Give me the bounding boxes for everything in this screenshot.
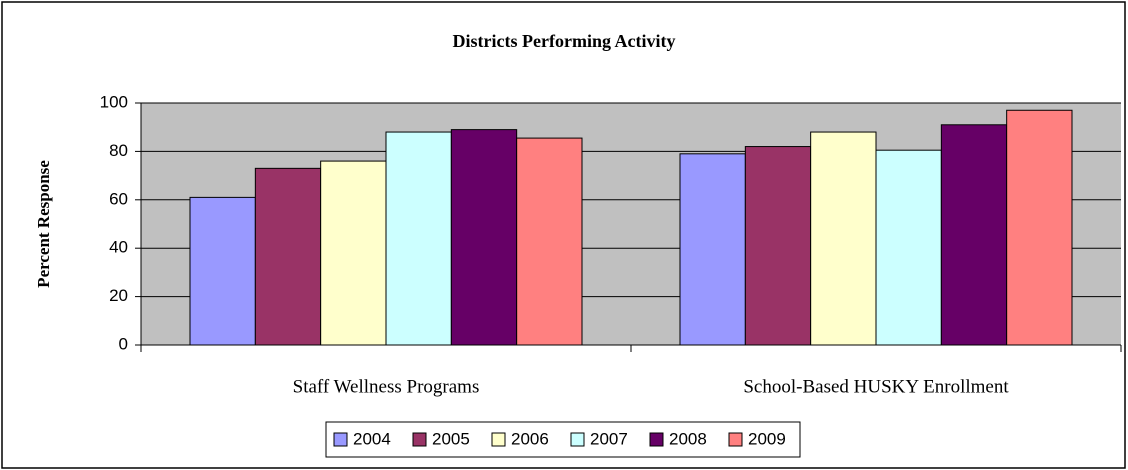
y-tick-label: 80 bbox=[109, 141, 128, 160]
legend-swatch bbox=[333, 432, 348, 447]
bar bbox=[254, 167, 322, 346]
y-tick-label: 60 bbox=[109, 189, 128, 208]
y-tick-label: 20 bbox=[109, 286, 128, 305]
y-axis-label: Percent Response bbox=[34, 160, 53, 288]
bar bbox=[189, 196, 256, 346]
legend-label: 2006 bbox=[511, 429, 549, 448]
legend-label: 2008 bbox=[669, 429, 707, 448]
legend-label: 2005 bbox=[432, 429, 470, 448]
y-tick-label: 100 bbox=[100, 92, 128, 111]
bar bbox=[516, 137, 583, 346]
legend-swatch bbox=[570, 432, 585, 447]
legend-label: 2009 bbox=[748, 429, 786, 448]
legend-label: 2004 bbox=[353, 429, 391, 448]
bar bbox=[1006, 109, 1073, 346]
y-tick-label: 40 bbox=[109, 238, 128, 257]
x-tick-label: School-Based HUSKY Enrollment bbox=[743, 376, 1009, 397]
bar bbox=[385, 131, 452, 346]
legend-swatch bbox=[728, 432, 743, 447]
bar bbox=[450, 129, 518, 346]
x-tick-label: Staff Wellness Programs bbox=[293, 376, 480, 397]
bar bbox=[940, 124, 1008, 346]
chart-title: Districts Performing Activity bbox=[453, 31, 676, 51]
legend-label: 2007 bbox=[590, 429, 628, 448]
bar bbox=[320, 160, 387, 346]
bar bbox=[810, 131, 877, 346]
legend-swatch bbox=[491, 432, 506, 447]
bar bbox=[679, 153, 746, 346]
bar bbox=[744, 146, 812, 346]
bar bbox=[875, 149, 942, 346]
y-tick-label: 0 bbox=[119, 334, 128, 353]
legend-swatch bbox=[649, 432, 664, 447]
legend-box bbox=[325, 421, 801, 458]
legend-swatch bbox=[412, 432, 427, 447]
